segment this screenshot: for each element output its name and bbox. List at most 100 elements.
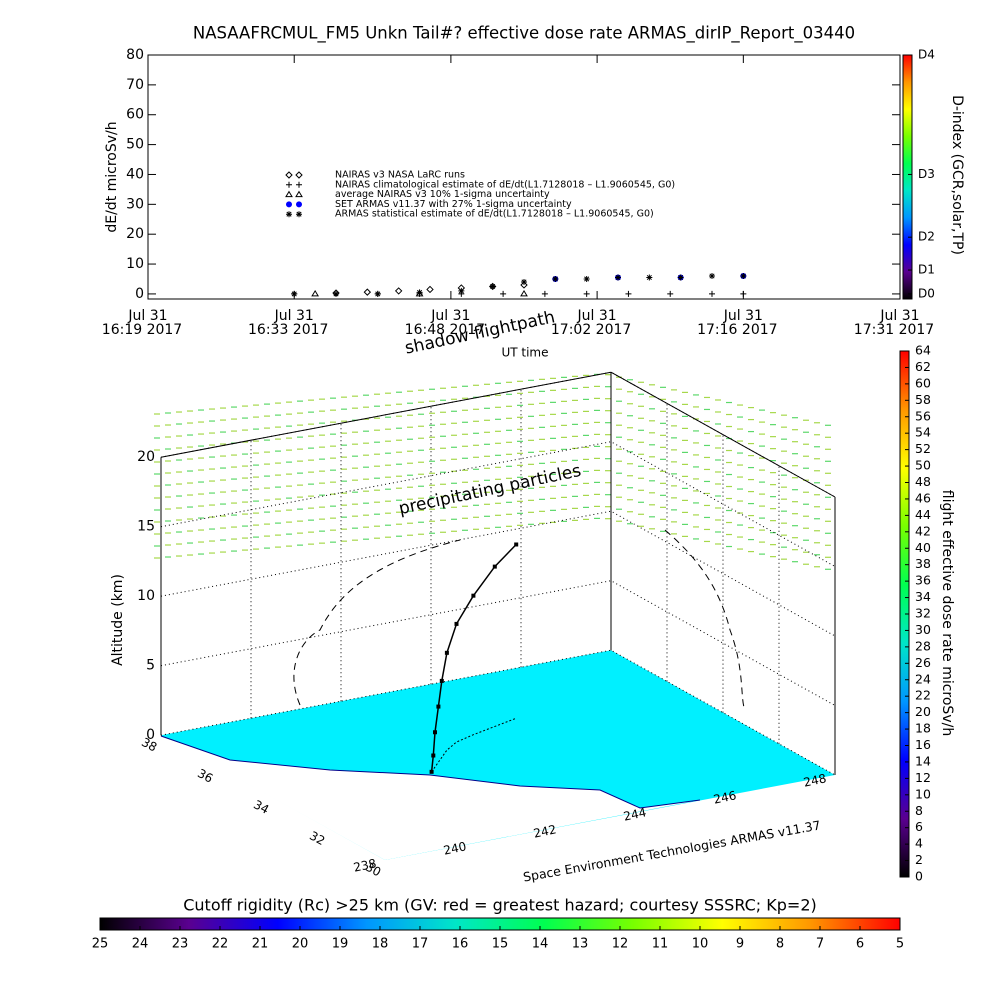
- z-tick-label: 15: [137, 519, 155, 535]
- colorbar-tick-label: 46: [915, 490, 931, 505]
- colorbar-title: Cutoff rigidity (Rc) >25 km (GV: red = g…: [183, 896, 817, 915]
- colorbar-tick-label: 40: [915, 540, 931, 555]
- colorbar-tick-label: 20: [915, 704, 931, 719]
- colorbar-tick-label: 9: [736, 937, 744, 952]
- x-tick-label: Jul 31: [879, 308, 919, 324]
- colorbar-tick-label: 19: [332, 937, 349, 952]
- colorbar-tick-label: D3: [918, 167, 935, 181]
- y-tick-label: 70: [126, 77, 144, 93]
- x-tick-label: 17:16 2017: [697, 322, 777, 338]
- colorbar-tick-label: 50: [915, 458, 931, 473]
- colorbar-tick-label: 14: [532, 937, 549, 952]
- box-edge: [610, 371, 836, 498]
- data-point: [740, 273, 747, 280]
- colorbar-tick-label: 54: [915, 425, 931, 440]
- colorbar-tick-label: 17: [412, 937, 429, 952]
- colorbar-tick-label: 58: [915, 392, 931, 407]
- data-point: [363, 288, 372, 296]
- colorbar-tick-label: 36: [915, 573, 931, 588]
- colorbar-tick-label: D0: [918, 286, 935, 300]
- x-axis-label: UT time: [501, 346, 548, 360]
- legend-label: NAIRAS climatological estimate of dE/dt(…: [335, 179, 675, 190]
- grid-line: [160, 649, 836, 776]
- legend-symbol: [295, 190, 303, 198]
- colorbar-tick-label: 4: [915, 836, 923, 851]
- y-tick-label: 20: [126, 226, 144, 242]
- legend-symbol: [285, 190, 293, 198]
- colorbar-tick-label: 22: [915, 688, 931, 703]
- colorbar: [902, 54, 913, 300]
- z-tick-label: 10: [137, 588, 155, 604]
- colorbar-tick-label: 24: [132, 937, 149, 952]
- colorbar-tick-label: 12: [915, 770, 931, 785]
- colorbar-tick-label: D4: [918, 48, 935, 62]
- colorbar-tick-label: D2: [918, 230, 935, 244]
- flight-track: [430, 543, 517, 772]
- colorbar-tick-label: 22: [212, 937, 229, 952]
- colorbar-tick-label: 16: [452, 937, 469, 952]
- colorbar-tick-label: 28: [915, 638, 931, 653]
- legend-label: SET ARMAS v11.37 with 27% 1-sigma uncert…: [335, 199, 572, 210]
- colorbar-tick-label: 56: [915, 408, 931, 423]
- y-tick-label: 10: [126, 256, 144, 272]
- data-point: [625, 290, 632, 297]
- z-tick-label: 20: [137, 449, 155, 465]
- colorbar-tick-label: 44: [915, 507, 931, 522]
- data-point: [677, 274, 684, 281]
- data-point: [291, 290, 298, 297]
- legend-label: ARMAS statistical estimate of dE/dt(L1.7…: [335, 209, 654, 220]
- colorbar-tick-label: 5: [896, 937, 904, 952]
- data-point: [615, 274, 621, 281]
- y-tick-label: 34: [251, 797, 271, 817]
- legend-symbol: [295, 171, 303, 179]
- x-tick-label: 17:31 2017: [854, 322, 934, 338]
- x-tick-label: 238: [352, 856, 377, 874]
- colorbar-tick-label: 62: [915, 359, 931, 374]
- legend-symbol: [296, 201, 302, 208]
- chart-title: NASAAFRCMUL_FM5 Unkn Tail#? effective do…: [193, 24, 855, 44]
- data-point: [394, 287, 403, 295]
- colorbar-tick-label: 34: [915, 589, 931, 604]
- y-tick-label: 50: [126, 137, 144, 153]
- x-tick-label: 242: [532, 822, 557, 840]
- colorbar-tick-label: 20: [292, 937, 309, 952]
- data-point: [552, 275, 559, 282]
- colorbar-tick-label: 18: [915, 721, 931, 736]
- data-point: [646, 274, 653, 281]
- colorbar-tick-label: 21: [252, 937, 269, 952]
- data-point: [489, 283, 496, 290]
- y-tick-label: 40: [126, 166, 144, 182]
- data-point: [667, 290, 674, 297]
- colorbar-tick-label: 25: [92, 937, 109, 952]
- x-tick-label: Jul 31: [430, 308, 470, 324]
- grid-line: [160, 580, 836, 706]
- legend-symbol: [286, 201, 292, 208]
- y-tick-label: 36: [195, 766, 215, 786]
- coastline: [160, 735, 701, 809]
- data-point: [416, 289, 423, 296]
- colorbar-tick-label: 26: [915, 655, 931, 670]
- x-tick-label: 240: [442, 839, 467, 857]
- colorbar-tick-label: 10: [692, 937, 709, 952]
- colorbar-tick-label: 18: [372, 937, 389, 952]
- data-point: [458, 287, 465, 294]
- grid-line: [160, 510, 836, 637]
- legend-symbol: [286, 181, 292, 188]
- annotation: Space Environment Technologies ARMAS v11…: [522, 817, 822, 884]
- plot-frame: [147, 54, 901, 300]
- z-tick-label: 5: [146, 658, 155, 674]
- colorbar-tick-label: 24: [915, 671, 931, 686]
- colorbar-tick-label: 15: [492, 937, 509, 952]
- x-tick-label: 248: [802, 771, 827, 789]
- x-tick-label: 17:02 2017: [551, 322, 631, 338]
- colorbar-tick-label: 16: [915, 737, 931, 752]
- legend-symbol: [296, 211, 302, 218]
- data-point: [740, 290, 747, 297]
- x-tick-label: Jul 31: [577, 308, 617, 324]
- x-tick-label: 16:48 2017: [405, 322, 485, 338]
- data-point: [521, 278, 527, 285]
- data-point: [709, 273, 715, 280]
- colorbar-tick-label: 13: [572, 937, 589, 952]
- x-tick-label: Jul 31: [274, 308, 314, 324]
- colorbar-tick-label: 11: [652, 937, 669, 952]
